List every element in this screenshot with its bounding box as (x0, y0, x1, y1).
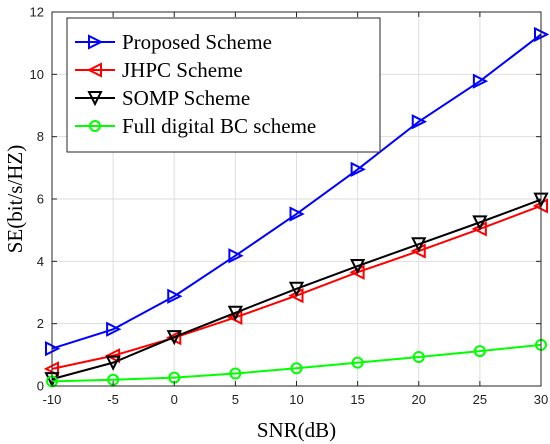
legend-label: Full digital BC scheme (122, 114, 316, 138)
data-point (411, 237, 427, 253)
legend: Proposed Scheme JHPC Scheme SOMP Scheme Ful… (66, 17, 381, 153)
data-point (228, 248, 244, 264)
legend-entry: Proposed Scheme (75, 30, 272, 54)
data-point (351, 356, 364, 369)
data-point (166, 330, 182, 346)
x-tick-label: 0 (171, 392, 178, 407)
series-2 (44, 192, 549, 388)
data-point (411, 114, 427, 130)
y-tick-label: 10 (30, 67, 44, 82)
axis-ticks: -10 -5 0 5 10 15 20 25 30 0 2 4 6 8 10 12 (30, 5, 549, 408)
data-point (105, 355, 121, 371)
data-point (472, 73, 489, 89)
data-point (166, 330, 182, 346)
y-tick-label: 8 (37, 129, 44, 144)
x-axis-label: SNR(dB) (257, 418, 336, 442)
series-line (51, 33, 542, 350)
data-point (167, 288, 183, 304)
legend-marker (89, 120, 101, 132)
data-point (350, 161, 366, 178)
data-point (289, 206, 305, 222)
y-tick-label: 6 (37, 192, 44, 207)
x-tick-label: -10 (43, 392, 62, 407)
series-line (51, 343, 542, 383)
legend-label: Proposed Scheme (122, 30, 272, 54)
legend-entry: SOMP Scheme (75, 86, 250, 110)
legend-label: JHPC Scheme (122, 58, 243, 82)
data-point (472, 215, 488, 231)
data-point (349, 264, 365, 280)
legend-entry: JHPC Scheme (75, 58, 243, 82)
x-tick-label: 25 (473, 392, 487, 407)
legend-label: SOMP Scheme (122, 86, 250, 110)
data-point (350, 259, 366, 275)
legend-entry: Full digital BC scheme (75, 114, 316, 138)
data-point (227, 305, 243, 321)
data-point (229, 367, 242, 380)
legend-marker (87, 91, 103, 107)
data-point (106, 321, 122, 337)
legend-box (66, 17, 381, 153)
legend-marker (88, 34, 104, 50)
legend-marker (86, 62, 102, 78)
series-3 (46, 338, 547, 388)
y-tick-label: 0 (37, 379, 44, 394)
data-point (471, 221, 487, 237)
data-point (473, 345, 486, 358)
data-point (412, 351, 425, 364)
x-tick-label: 15 (350, 392, 364, 407)
x-tick-label: 30 (534, 392, 548, 407)
y-tick-label: 2 (37, 316, 44, 331)
series-line (51, 198, 542, 381)
x-tick-label: 20 (412, 392, 426, 407)
data-point (288, 281, 305, 297)
data-point (290, 362, 303, 375)
y-axis-label: SE(bit/s/HZ) (3, 145, 27, 254)
y-tick-label: 4 (37, 254, 44, 269)
x-tick-label: -5 (107, 392, 119, 407)
x-tick-label: 5 (232, 392, 239, 407)
y-tick-label: 12 (30, 5, 44, 20)
x-tick-label: 10 (289, 392, 303, 407)
